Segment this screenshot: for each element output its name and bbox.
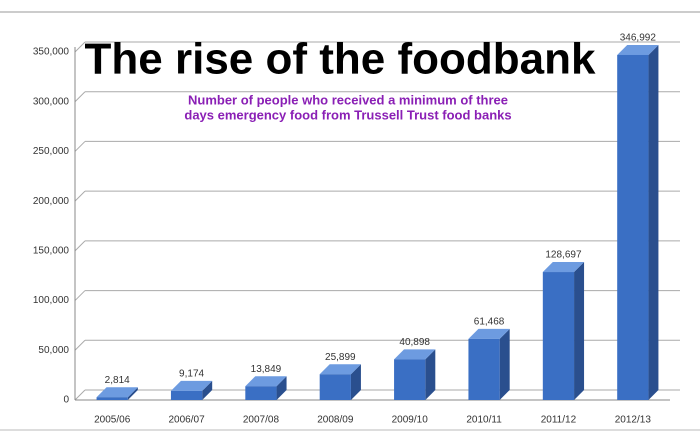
bar bbox=[96, 397, 128, 400]
y-tick-label: 300,000 bbox=[33, 96, 70, 107]
y-tick-label: 0 bbox=[63, 395, 69, 406]
value-label: 25,899 bbox=[325, 352, 356, 363]
bar-side bbox=[202, 380, 213, 400]
bar-top bbox=[245, 376, 287, 387]
y-tick-label: 100,000 bbox=[33, 295, 70, 306]
x-tick-label: 2012/13 bbox=[615, 415, 652, 426]
value-label: 40,898 bbox=[399, 337, 430, 348]
bar-side bbox=[127, 387, 138, 400]
bar-side bbox=[350, 364, 361, 400]
grid-line-depth bbox=[74, 91, 86, 103]
x-tick-label: 2009/10 bbox=[392, 415, 429, 426]
value-label: 128,697 bbox=[545, 250, 582, 261]
y-tick-label: 200,000 bbox=[33, 196, 70, 207]
grid-line-depth bbox=[74, 389, 86, 401]
bar-side bbox=[425, 349, 436, 400]
value-label: 346,992 bbox=[620, 33, 657, 44]
x-tick-label: 2006/07 bbox=[168, 415, 205, 426]
bar bbox=[394, 359, 426, 400]
chart-subtitle: Number of people who received a minimum … bbox=[188, 92, 508, 107]
bar bbox=[617, 54, 649, 400]
grid-line-depth bbox=[74, 190, 86, 202]
x-tick-label: 2011/12 bbox=[541, 415, 577, 426]
x-tick-label: 2005/06 bbox=[94, 415, 131, 426]
bar-top bbox=[319, 364, 361, 375]
bar bbox=[170, 390, 203, 400]
value-label: 13,849 bbox=[251, 364, 282, 375]
grid-line-depth bbox=[74, 339, 86, 351]
bar-top bbox=[394, 349, 436, 360]
bar-top bbox=[617, 44, 659, 55]
bar bbox=[319, 374, 351, 400]
x-tick-label: 2010/11 bbox=[466, 415, 502, 426]
grid-line-depth bbox=[74, 240, 86, 252]
bar-top bbox=[170, 380, 213, 391]
y-tick-label: 350,000 bbox=[33, 47, 70, 58]
x-tick-label: 2008/09 bbox=[317, 415, 354, 426]
bar-top bbox=[468, 328, 510, 339]
grid-line-depth bbox=[74, 41, 86, 53]
bar-top bbox=[96, 387, 138, 398]
y-tick-label: 50,000 bbox=[38, 345, 69, 356]
y-tick-label: 150,000 bbox=[33, 245, 70, 256]
value-label: 9,174 bbox=[179, 369, 204, 380]
bar-top bbox=[542, 262, 585, 273]
bar-side bbox=[499, 328, 510, 400]
value-label: 61,468 bbox=[474, 317, 505, 328]
bar bbox=[542, 272, 575, 400]
bar bbox=[468, 338, 500, 400]
bar bbox=[245, 386, 277, 400]
bar-side bbox=[276, 376, 287, 400]
value-label: 2,814 bbox=[105, 375, 130, 386]
grid-line-depth bbox=[74, 141, 86, 152]
x-tick-label: 2007/08 bbox=[243, 415, 280, 426]
bar-side bbox=[648, 44, 659, 400]
grid-line-depth bbox=[74, 290, 86, 301]
chart-subtitle: days emergency food from Trussell Trust … bbox=[184, 107, 511, 122]
bar-side bbox=[574, 262, 585, 400]
y-tick-label: 250,000 bbox=[33, 146, 70, 157]
chart-title: The rise of the foodbank bbox=[85, 35, 596, 84]
